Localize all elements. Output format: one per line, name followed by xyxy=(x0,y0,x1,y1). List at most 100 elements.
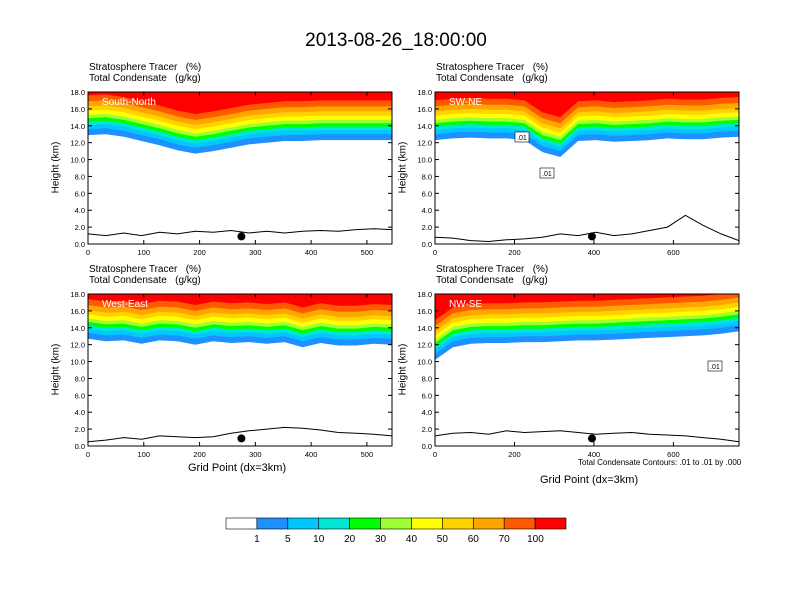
colorbar-label: 100 xyxy=(527,534,544,545)
colorbar-label: 60 xyxy=(467,534,479,545)
colorbar-label: 10 xyxy=(313,534,325,545)
x-tick-label: 600 xyxy=(667,450,680,459)
colorbar-swatch-6 xyxy=(380,517,412,530)
panel-name-2: SW-NE xyxy=(449,97,482,108)
colorbar-swatch-1 xyxy=(225,517,258,530)
panel1-tracer-label: Stratosphere Tracer (%) xyxy=(89,62,202,73)
x-tick-label: 200 xyxy=(508,248,521,257)
panel2-y-axis-label: Height (km) xyxy=(397,141,409,194)
plot-frame xyxy=(434,91,740,245)
x-tick-label: 400 xyxy=(305,450,318,459)
y-tick-label: 8.0 xyxy=(75,374,85,383)
y-tick-label: 10.0 xyxy=(70,156,85,165)
x-tick-label: 0 xyxy=(433,450,437,459)
y-tick-label: 12.0 xyxy=(417,139,432,148)
panel-name-1: South-North xyxy=(102,97,156,108)
y-tick-label: 12.0 xyxy=(417,341,432,350)
y-tick-label: 12.0 xyxy=(70,139,85,148)
y-tick-label: 16.0 xyxy=(417,105,432,114)
y-tick-label: 18.0 xyxy=(417,290,432,299)
y-tick-label: 0.0 xyxy=(422,240,432,249)
y-tick-label: 6.0 xyxy=(75,189,85,198)
x-tick-label: 0 xyxy=(86,450,90,459)
y-tick-label: 0.0 xyxy=(75,442,85,451)
x-tick-label: 0 xyxy=(433,248,437,257)
colorbar-label: 5 xyxy=(285,534,291,545)
colorbar-swatch-8 xyxy=(442,517,474,530)
x-tick-label: 200 xyxy=(193,450,206,459)
tracer-band-10 xyxy=(435,92,739,118)
panel2-tracer-label: Stratosphere Tracer (%) xyxy=(436,62,549,73)
y-tick-label: 4.0 xyxy=(422,206,432,215)
location-marker xyxy=(587,434,596,443)
colorbar-swatch-9 xyxy=(472,517,505,530)
x-tick-label: 500 xyxy=(361,248,374,257)
contour-tag-3: .01 xyxy=(707,360,723,372)
panel3-x-axis-label: Grid Point (dx=3km) xyxy=(188,462,287,474)
svg-text:.01: .01 xyxy=(542,171,552,178)
panel3-y-axis-label: Height (km) xyxy=(50,343,62,396)
colorbar-swatch-11 xyxy=(534,517,567,530)
y-tick-label: 2.0 xyxy=(422,223,432,232)
terrain-line xyxy=(88,228,392,237)
tracer-band-10 xyxy=(435,294,739,321)
terrain-line xyxy=(435,214,739,243)
y-tick-label: 2.0 xyxy=(422,425,432,434)
x-tick-label: 300 xyxy=(249,450,262,459)
contour-tag-2: .01 xyxy=(539,167,555,179)
svg-text:.01: .01 xyxy=(517,135,527,142)
terrain-line xyxy=(88,426,392,443)
y-tick-label: 12.0 xyxy=(70,341,85,350)
y-tick-label: 14.0 xyxy=(417,324,432,333)
y-tick-label: 2.0 xyxy=(75,223,85,232)
panel4-y-axis-label: Height (km) xyxy=(397,343,409,396)
y-tick-label: 16.0 xyxy=(70,105,85,114)
y-tick-label: 16.0 xyxy=(70,307,85,316)
y-tick-label: 8.0 xyxy=(75,172,85,181)
y-tick-label: 14.0 xyxy=(417,122,432,131)
panel-3: West-East 0.0 2.0 4.0 6.0 8.0 10.0 12.0 14.0 16.0… xyxy=(70,290,393,459)
plot-frame xyxy=(87,91,393,245)
panel4-condensate-label: Total Condensate (g/kg) xyxy=(436,275,548,286)
y-tick-label: 4.0 xyxy=(75,206,85,215)
panel-1: South-North 0.0 2.0 4.0 6.0 8.0 10.0 12.0 14.0 16… xyxy=(70,88,393,257)
y-tick-label: 18.0 xyxy=(417,88,432,97)
x-tick-label: 100 xyxy=(138,248,151,257)
colorbar-label: 50 xyxy=(436,534,448,545)
tracer-band-9 xyxy=(435,92,739,124)
panel3-tracer-label: Stratosphere Tracer (%) xyxy=(89,264,202,275)
plot-frame xyxy=(87,293,393,447)
colorbar-swatch-4 xyxy=(318,517,350,530)
contour-tag-1: .01 xyxy=(514,131,530,143)
x-tick-label: 200 xyxy=(508,450,521,459)
colorbar-label: 30 xyxy=(374,534,387,545)
y-tick-label: 10.0 xyxy=(417,358,432,367)
colorbar-swatch-10 xyxy=(503,517,536,530)
panel2-condensate-label: Total Condensate (g/kg) xyxy=(436,73,548,84)
colorbar-swatch-3 xyxy=(287,517,320,530)
panel1-condensate-label: Total Condensate (g/kg) xyxy=(89,73,201,84)
x-tick-label: 600 xyxy=(667,248,680,257)
colorbar-swatch-7 xyxy=(411,517,443,530)
location-marker xyxy=(587,232,596,241)
y-tick-label: 18.0 xyxy=(70,290,85,299)
contour-note: Total Condensate Contours: .01 to .01 by… xyxy=(578,458,742,467)
y-tick-label: 16.0 xyxy=(417,307,432,316)
y-tick-label: 6.0 xyxy=(422,391,432,400)
y-tick-label: 8.0 xyxy=(422,374,432,383)
y-tick-label: 14.0 xyxy=(70,122,85,131)
panel-name-3: West-East xyxy=(102,299,148,310)
panel4-tracer-label: Stratosphere Tracer (%) xyxy=(436,264,549,275)
colorbar-swatch-2 xyxy=(256,517,289,530)
x-tick-label: 0 xyxy=(86,248,90,257)
terrain-line xyxy=(435,430,739,443)
y-tick-label: 2.0 xyxy=(75,425,85,434)
y-tick-label: 6.0 xyxy=(75,391,85,400)
y-tick-label: 4.0 xyxy=(422,408,432,417)
y-tick-label: 18.0 xyxy=(70,88,85,97)
plot-frame xyxy=(434,293,740,447)
colorbar-label: 1 xyxy=(254,534,260,545)
x-tick-label: 300 xyxy=(249,248,262,257)
y-tick-label: 10.0 xyxy=(417,156,432,165)
